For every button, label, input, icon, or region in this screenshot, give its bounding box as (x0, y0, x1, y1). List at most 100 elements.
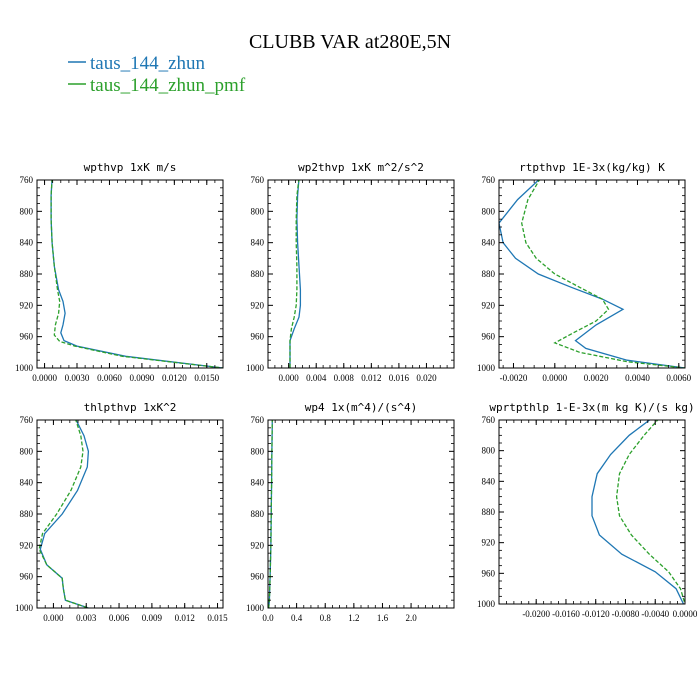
y-tick-label: 800 (251, 446, 265, 456)
plot-frame (498, 179, 686, 369)
y-tick-label: 1000 (15, 363, 34, 373)
x-tick-label: 1.2 (348, 613, 359, 623)
y-tick-label: 760 (482, 415, 496, 425)
y-tick-label: 760 (482, 175, 496, 185)
y-tick-label: 880 (251, 509, 265, 519)
x-tick-label: 0.0060 (666, 373, 691, 383)
series-line-0 (499, 180, 685, 368)
x-tick-label: 0.003 (76, 613, 97, 623)
x-tick-label: 2.0 (405, 613, 417, 623)
y-tick-label: 920 (251, 300, 265, 310)
y-tick-label: 920 (251, 540, 265, 550)
x-tick-label: -0.0020 (500, 373, 528, 383)
y-tick-label: 920 (482, 300, 496, 310)
y-tick-label: 1000 (477, 599, 496, 609)
panel-title: wprtpthlp 1-E-3x(m kg K)/(s kg) (489, 401, 694, 414)
panel-5: wprtpthlp 1-E-3x(m kg K)/(s kg)760 800 840… (477, 401, 698, 619)
x-tick-label: 0.8 (320, 613, 332, 623)
y-tick-label: 920 (20, 300, 34, 310)
y-tick-label: 800 (20, 206, 34, 216)
x-tick-label: -0.0040 (641, 609, 669, 619)
panel-title: wpthvp 1xK m/s (84, 161, 177, 174)
y-tick-label: 800 (482, 206, 496, 216)
x-tick-label: 0.008 (334, 373, 355, 383)
y-tick-label: 960 (482, 332, 496, 342)
y-tick-label: 840 (482, 476, 496, 486)
y-tick-label: 880 (20, 269, 34, 279)
legend-label-1: taus_144_zhun_pmf (90, 75, 246, 96)
y-tick-label: 840 (20, 478, 34, 488)
x-tick-label: 0.012 (361, 373, 381, 383)
y-tick-label: 960 (20, 572, 34, 582)
series-line-0 (50, 180, 223, 368)
y-tick-label: 760 (20, 415, 34, 425)
y-tick-label: 1000 (15, 603, 34, 613)
y-tick-label: 840 (251, 238, 265, 248)
x-tick-label: 0.020 (416, 373, 437, 383)
y-tick-label: 920 (20, 540, 34, 550)
y-tick-label: 880 (482, 269, 496, 279)
plot-frame (36, 179, 224, 369)
legend: taus_144_zhun taus_144_zhun_pmf (68, 53, 246, 96)
x-tick-label: 0.009 (142, 613, 163, 623)
x-tick-label: 0.000 (279, 373, 300, 383)
panel-2: rtpthvp 1E-3x(kg/kg) K 760 800 840 880 920 960… (477, 161, 692, 383)
series-line-1 (268, 420, 273, 608)
y-tick-label: 960 (251, 332, 265, 342)
x-tick-label: 0.0000 (542, 373, 567, 383)
x-tick-label: 0.0000 (32, 373, 57, 383)
y-tick-label: 920 (482, 538, 496, 548)
series-line-1 (289, 180, 300, 368)
y-tick-label: 960 (20, 332, 34, 342)
y-tick-label: 840 (482, 238, 496, 248)
y-tick-label: 800 (251, 206, 265, 216)
series-line-1 (615, 420, 685, 604)
series-line-0 (39, 420, 90, 608)
y-tick-label: 760 (20, 175, 34, 185)
plot-frame (267, 179, 455, 369)
x-tick-label: 0.006 (109, 613, 130, 623)
x-tick-label: 1.6 (377, 613, 389, 623)
y-tick-label: 960 (482, 568, 496, 578)
x-tick-label: 0.004 (306, 373, 327, 383)
series-line-0 (591, 420, 685, 604)
x-tick-label: 0.0060 (97, 373, 122, 383)
y-tick-label: 1000 (477, 363, 496, 373)
x-tick-label: 0.012 (175, 613, 195, 623)
x-tick-label: 0.0030 (65, 373, 90, 383)
y-tick-label: 880 (482, 507, 496, 517)
y-tick-label: 760 (251, 415, 265, 425)
x-tick-label: -0.0120 (582, 609, 610, 619)
series-line-1 (521, 180, 685, 368)
panel-0: wpthvp 1xK m/s76080084088092096010000.00… (15, 161, 224, 383)
plot-frame (267, 419, 455, 609)
y-tick-label: 840 (20, 238, 34, 248)
series-line-1 (38, 420, 89, 608)
y-tick-label: 960 (251, 572, 265, 582)
series-line-0 (268, 420, 273, 608)
panel-4: wp4 1x(m^4)/(s^4)76080084088092096010000… (246, 401, 455, 623)
x-tick-label: 0.0120 (162, 373, 187, 383)
x-tick-label: 0.0 (262, 613, 274, 623)
y-tick-label: 1000 (246, 363, 265, 373)
plot-frame (36, 419, 224, 609)
x-tick-label: 0.0150 (194, 373, 219, 383)
x-tick-label: 0.0020 (584, 373, 609, 383)
x-tick-label: 0.000 (43, 613, 64, 623)
x-tick-label: 0.0040 (625, 373, 650, 383)
series-line-0 (289, 180, 302, 368)
x-tick-label: 0.0000 (673, 609, 698, 619)
panel-title: wp4 1x(m^4)/(s^4) (305, 401, 418, 414)
panel-3: thlpthvp 1xK^2 760 800 840 880 920 960 1000 0.00… (15, 401, 228, 623)
panel-1: wp2thvp 1xK m^2/s^2 760 800 840 880 920 960 100… (246, 161, 455, 383)
x-tick-label: 0.0090 (130, 373, 155, 383)
y-tick-label: 800 (20, 446, 34, 456)
panel-title: rtpthvp 1E-3x(kg/kg) K (519, 161, 665, 174)
x-tick-label: 0.4 (291, 613, 303, 623)
figure-title: CLUBB VAR at280E,5N (249, 31, 451, 53)
series-line-1 (50, 180, 223, 368)
panel-title: wp2thvp 1xK m^2/s^2 (298, 161, 424, 174)
y-tick-label: 800 (482, 446, 496, 456)
x-tick-label: 0.016 (389, 373, 410, 383)
